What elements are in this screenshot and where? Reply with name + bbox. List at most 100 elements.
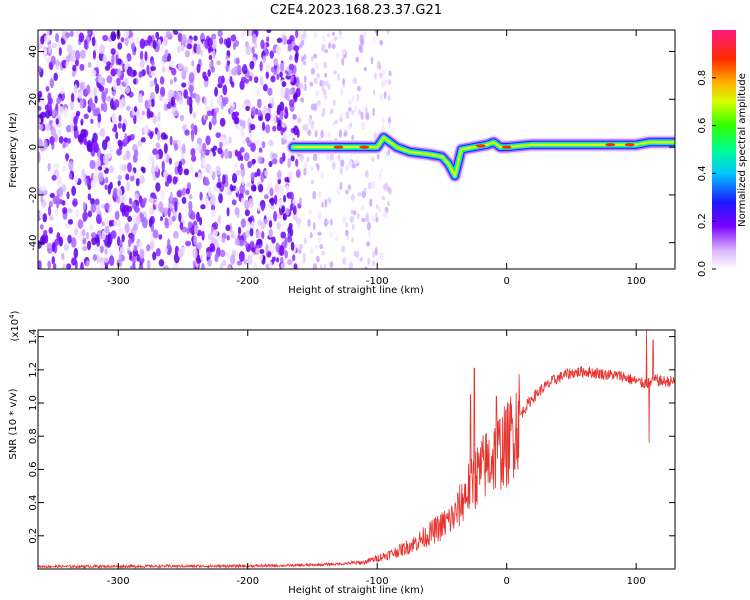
sparse-noise-blob [309, 232, 313, 239]
noise-blob [101, 139, 108, 151]
noise-blob [222, 259, 227, 267]
sparse-noise-blob [339, 166, 343, 175]
sparse-noise-blob [372, 260, 376, 267]
sparse-noise-blob [303, 75, 307, 84]
noise-blob [163, 151, 168, 162]
sparse-noise-blob [318, 236, 321, 244]
sparse-noise-blob [374, 246, 378, 256]
sparse-noise-blob [387, 95, 391, 102]
noise-blob [229, 76, 233, 85]
sparse-noise-blob [372, 89, 376, 96]
noise-blob [104, 248, 108, 255]
noise-blob [275, 242, 280, 253]
noise-blob [66, 44, 73, 53]
noise-blob [122, 164, 128, 172]
noise-blob [107, 233, 111, 245]
noise-blob [39, 185, 46, 192]
noise-blob [240, 197, 245, 206]
sparse-noise-blob [303, 161, 308, 171]
colorbar-gradient [712, 30, 736, 269]
noise-blob [218, 136, 225, 143]
noise-blob [217, 75, 223, 85]
sparse-noise-blob [345, 164, 349, 171]
noise-blob [99, 44, 106, 55]
sparse-noise-blob [355, 157, 359, 164]
sparse-noise-blob [387, 187, 393, 196]
noise-blob [144, 51, 148, 62]
noise-blob [164, 49, 169, 58]
noise-blob [119, 246, 126, 256]
noise-blob [234, 238, 240, 246]
noise-blob [199, 49, 204, 56]
noise-blob [162, 265, 169, 269]
noise-blob [245, 229, 250, 238]
noise-blob [259, 248, 265, 254]
noise-blob [128, 197, 133, 205]
noise-blob [130, 174, 135, 182]
noise-blob [158, 234, 163, 240]
noise-blob [202, 142, 207, 152]
noise-blob [149, 131, 154, 140]
noise-blob [288, 54, 293, 61]
noise-blob [98, 85, 105, 92]
sparse-noise-blob [319, 264, 323, 269]
noise-blob [254, 42, 258, 49]
noise-blob [265, 112, 271, 122]
noise-blob [98, 171, 104, 182]
sparse-noise-blob [356, 86, 361, 92]
noise-blob [152, 204, 156, 210]
noise-blob [208, 151, 214, 160]
sparse-noise-blob [298, 197, 302, 206]
noise-blob [289, 228, 294, 237]
noise-blob [67, 207, 73, 214]
noise-blob [276, 257, 280, 263]
noise-blob [77, 90, 83, 100]
sparse-noise-blob [317, 99, 321, 107]
noise-blob [133, 115, 137, 125]
noise-blob [273, 69, 278, 76]
noise-blob [207, 37, 213, 48]
noise-blob [293, 45, 300, 52]
noise-blob [152, 148, 158, 156]
sparse-noise-blob [334, 119, 338, 125]
noise-blob [264, 194, 269, 200]
noise-blob [138, 241, 143, 250]
noise-blob [92, 132, 98, 144]
noise-blob [135, 205, 140, 214]
noise-blob [62, 142, 66, 149]
noise-blob [116, 148, 122, 156]
noise-blob [174, 110, 180, 117]
noise-blob [92, 109, 99, 117]
noise-blob [268, 243, 275, 255]
noise-blob [235, 186, 239, 193]
noise-blob [48, 215, 54, 221]
sparse-noise-blob [346, 125, 351, 130]
noise-blob [74, 227, 79, 236]
sparse-noise-blob [347, 184, 351, 191]
noise-blob [238, 239, 245, 247]
noise-blob [38, 139, 44, 149]
sparse-noise-blob [377, 153, 380, 160]
noise-blob [294, 53, 299, 64]
noise-blob [133, 223, 138, 231]
noise-blob [57, 176, 63, 188]
sparse-noise-blob [365, 212, 369, 220]
sparse-noise-blob [323, 61, 328, 69]
noise-blob [196, 241, 203, 250]
noise-blob [113, 99, 120, 108]
noise-blob [83, 39, 88, 50]
signal-trace-band [292, 136, 675, 177]
noise-blob [257, 219, 263, 226]
sparse-noise-blob [303, 237, 307, 245]
noise-blob [96, 158, 101, 167]
noise-blob [178, 212, 182, 223]
sparse-noise-blob [340, 159, 345, 167]
noise-blob [92, 254, 97, 262]
noise-blob [143, 125, 149, 135]
signal-peak [359, 145, 370, 149]
colorbar-tick-label: 0.2 [697, 213, 708, 229]
noise-blob [122, 155, 127, 161]
noise-blob [262, 55, 266, 64]
noise-blob [203, 75, 209, 82]
noise-blob [235, 57, 240, 65]
